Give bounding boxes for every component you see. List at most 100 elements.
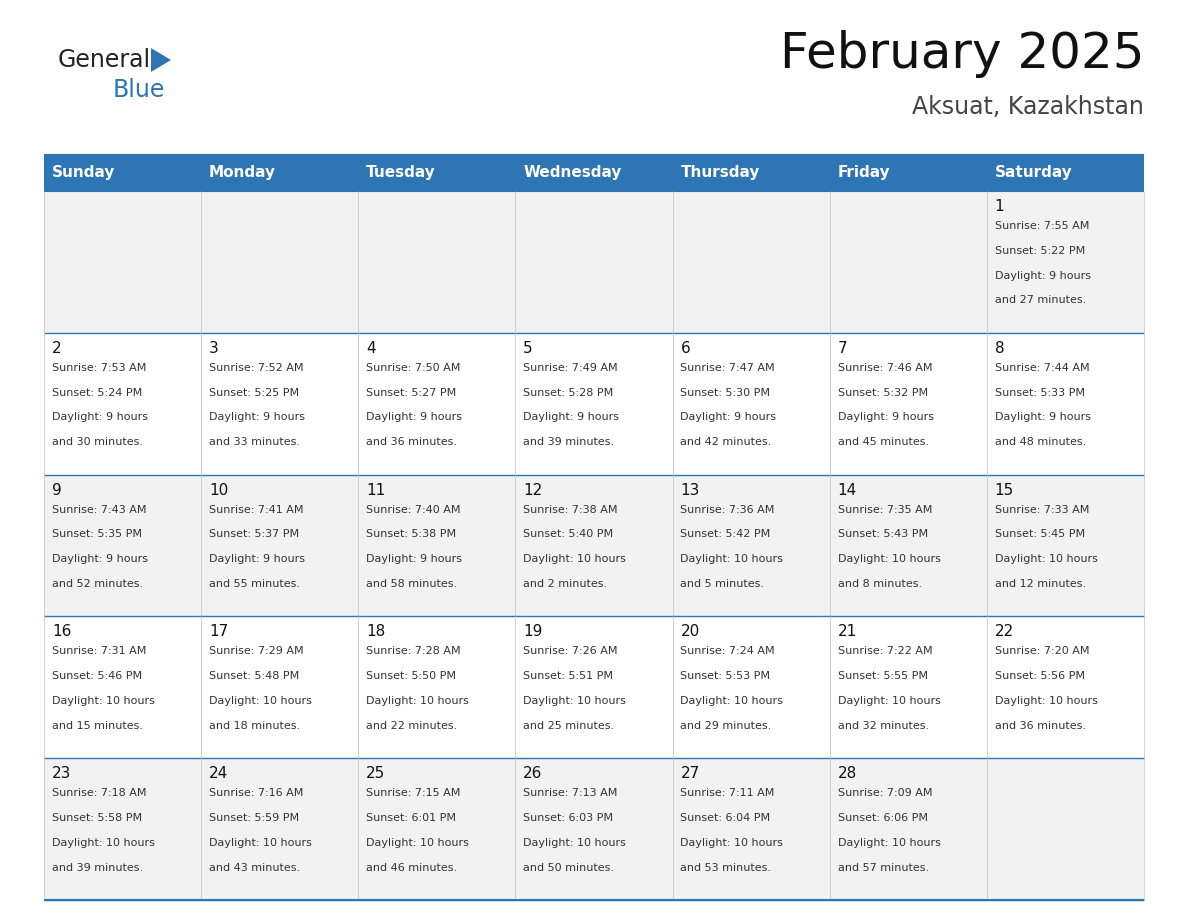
Text: Sunrise: 7:38 AM: Sunrise: 7:38 AM: [523, 505, 618, 515]
Text: Saturday: Saturday: [994, 165, 1073, 181]
Text: Daylight: 10 hours: Daylight: 10 hours: [838, 696, 941, 706]
Text: and 36 minutes.: and 36 minutes.: [994, 721, 1086, 731]
Text: Sunday: Sunday: [52, 165, 115, 181]
Text: Sunrise: 7:18 AM: Sunrise: 7:18 AM: [52, 789, 146, 798]
Bar: [44, 155, 201, 191]
Text: Sunset: 5:30 PM: Sunset: 5:30 PM: [681, 387, 771, 397]
Text: and 50 minutes.: and 50 minutes.: [523, 863, 614, 873]
Bar: [359, 616, 516, 758]
Bar: [672, 758, 829, 900]
Text: Sunset: 5:24 PM: Sunset: 5:24 PM: [52, 387, 143, 397]
Text: Sunrise: 7:35 AM: Sunrise: 7:35 AM: [838, 505, 931, 515]
Text: Daylight: 9 hours: Daylight: 9 hours: [994, 271, 1091, 281]
Text: Sunrise: 7:24 AM: Sunrise: 7:24 AM: [681, 646, 775, 656]
Text: Daylight: 10 hours: Daylight: 10 hours: [994, 696, 1098, 706]
Text: 24: 24: [209, 767, 228, 781]
Text: 3: 3: [209, 341, 219, 356]
Text: Sunrise: 7:28 AM: Sunrise: 7:28 AM: [366, 646, 461, 656]
Text: Sunrise: 7:33 AM: Sunrise: 7:33 AM: [994, 505, 1089, 515]
Text: and 29 minutes.: and 29 minutes.: [681, 721, 772, 731]
Text: 9: 9: [52, 483, 62, 498]
Text: Sunrise: 7:55 AM: Sunrise: 7:55 AM: [994, 221, 1089, 231]
Bar: [516, 155, 672, 191]
Text: and 32 minutes.: and 32 minutes.: [838, 721, 929, 731]
Text: 15: 15: [994, 483, 1015, 498]
Text: Daylight: 10 hours: Daylight: 10 hours: [52, 696, 154, 706]
Text: Daylight: 10 hours: Daylight: 10 hours: [838, 554, 941, 565]
Text: Sunrise: 7:52 AM: Sunrise: 7:52 AM: [209, 363, 303, 373]
Text: Sunrise: 7:29 AM: Sunrise: 7:29 AM: [209, 646, 304, 656]
Text: Daylight: 10 hours: Daylight: 10 hours: [209, 696, 312, 706]
Text: Sunrise: 7:26 AM: Sunrise: 7:26 AM: [523, 646, 618, 656]
Text: Daylight: 10 hours: Daylight: 10 hours: [838, 838, 941, 848]
Text: Sunset: 5:33 PM: Sunset: 5:33 PM: [994, 387, 1085, 397]
Text: and 52 minutes.: and 52 minutes.: [52, 579, 143, 589]
Text: and 22 minutes.: and 22 minutes.: [366, 721, 457, 731]
Bar: [359, 758, 516, 900]
Text: Sunset: 5:46 PM: Sunset: 5:46 PM: [52, 671, 143, 681]
Text: and 58 minutes.: and 58 minutes.: [366, 579, 457, 589]
Bar: [201, 758, 359, 900]
Text: 17: 17: [209, 624, 228, 640]
Text: Daylight: 9 hours: Daylight: 9 hours: [52, 412, 147, 422]
Text: Blue: Blue: [113, 78, 165, 102]
Text: Sunrise: 7:43 AM: Sunrise: 7:43 AM: [52, 505, 146, 515]
Bar: [516, 333, 672, 475]
Text: 2: 2: [52, 341, 62, 356]
Text: and 53 minutes.: and 53 minutes.: [681, 863, 771, 873]
Text: and 36 minutes.: and 36 minutes.: [366, 437, 457, 447]
Bar: [829, 758, 987, 900]
Text: Tuesday: Tuesday: [366, 165, 436, 181]
Text: 16: 16: [52, 624, 71, 640]
Text: Daylight: 9 hours: Daylight: 9 hours: [209, 554, 305, 565]
Text: Sunset: 6:04 PM: Sunset: 6:04 PM: [681, 813, 771, 823]
Text: Daylight: 10 hours: Daylight: 10 hours: [52, 838, 154, 848]
Bar: [359, 333, 516, 475]
Bar: [516, 475, 672, 616]
Text: Sunset: 5:56 PM: Sunset: 5:56 PM: [994, 671, 1085, 681]
Text: Sunrise: 7:49 AM: Sunrise: 7:49 AM: [523, 363, 618, 373]
Text: Sunset: 5:28 PM: Sunset: 5:28 PM: [523, 387, 613, 397]
Bar: [359, 475, 516, 616]
Bar: [44, 616, 201, 758]
Bar: [201, 191, 359, 333]
Bar: [44, 475, 201, 616]
Text: Thursday: Thursday: [681, 165, 760, 181]
Bar: [672, 191, 829, 333]
Bar: [201, 616, 359, 758]
Text: and 30 minutes.: and 30 minutes.: [52, 437, 143, 447]
Text: Sunrise: 7:53 AM: Sunrise: 7:53 AM: [52, 363, 146, 373]
Text: Daylight: 10 hours: Daylight: 10 hours: [366, 696, 469, 706]
Text: and 46 minutes.: and 46 minutes.: [366, 863, 457, 873]
Text: and 43 minutes.: and 43 minutes.: [209, 863, 301, 873]
Text: Daylight: 9 hours: Daylight: 9 hours: [523, 412, 619, 422]
Text: 19: 19: [523, 624, 543, 640]
Text: Sunrise: 7:50 AM: Sunrise: 7:50 AM: [366, 363, 461, 373]
Text: 26: 26: [523, 767, 543, 781]
Bar: [672, 475, 829, 616]
Bar: [672, 333, 829, 475]
Text: Sunset: 6:06 PM: Sunset: 6:06 PM: [838, 813, 928, 823]
Text: 18: 18: [366, 624, 385, 640]
Bar: [359, 155, 516, 191]
Bar: [829, 155, 987, 191]
Text: Daylight: 10 hours: Daylight: 10 hours: [681, 696, 783, 706]
Text: Sunset: 5:27 PM: Sunset: 5:27 PM: [366, 387, 456, 397]
Text: Sunrise: 7:11 AM: Sunrise: 7:11 AM: [681, 789, 775, 798]
Text: 5: 5: [523, 341, 533, 356]
Text: Sunset: 5:37 PM: Sunset: 5:37 PM: [209, 530, 299, 540]
Text: Sunrise: 7:09 AM: Sunrise: 7:09 AM: [838, 789, 933, 798]
Text: and 39 minutes.: and 39 minutes.: [52, 863, 143, 873]
Bar: [987, 191, 1144, 333]
Text: Sunrise: 7:13 AM: Sunrise: 7:13 AM: [523, 789, 618, 798]
Text: Sunset: 5:40 PM: Sunset: 5:40 PM: [523, 530, 613, 540]
Text: Aksuat, Kazakhstan: Aksuat, Kazakhstan: [912, 95, 1144, 119]
Text: Sunset: 5:51 PM: Sunset: 5:51 PM: [523, 671, 613, 681]
Text: Sunrise: 7:16 AM: Sunrise: 7:16 AM: [209, 789, 303, 798]
Text: and 8 minutes.: and 8 minutes.: [838, 579, 922, 589]
Text: Daylight: 10 hours: Daylight: 10 hours: [681, 838, 783, 848]
Text: Daylight: 10 hours: Daylight: 10 hours: [994, 554, 1098, 565]
Bar: [987, 616, 1144, 758]
Text: Sunset: 5:32 PM: Sunset: 5:32 PM: [838, 387, 928, 397]
Text: 7: 7: [838, 341, 847, 356]
